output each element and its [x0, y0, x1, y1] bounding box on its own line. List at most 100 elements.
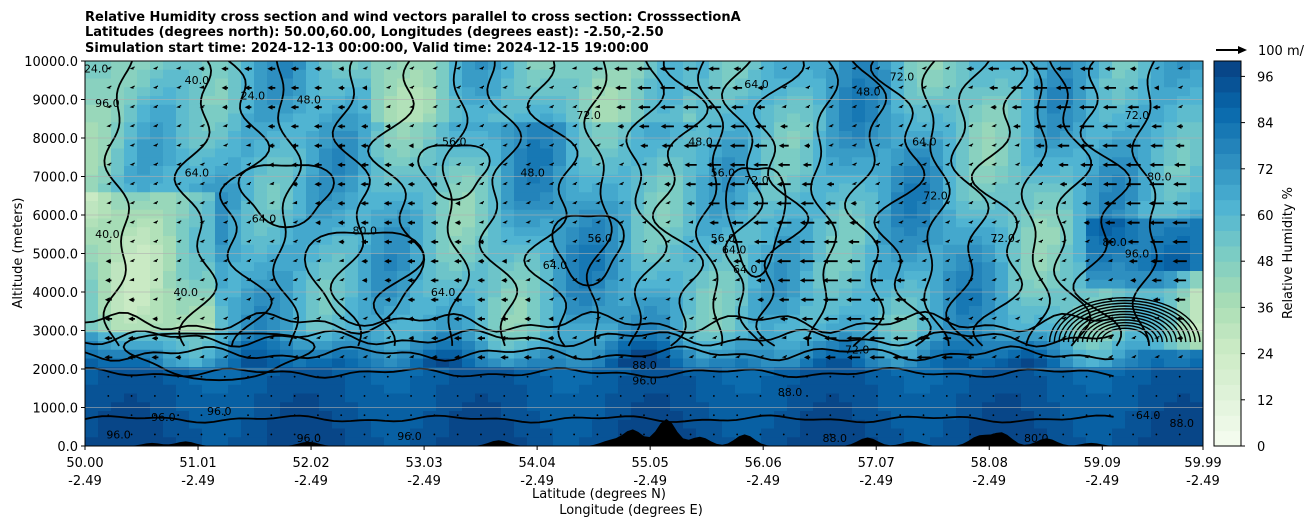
humidity-cell	[384, 183, 398, 193]
humidity-cell	[891, 201, 905, 211]
wind-vector	[1130, 277, 1137, 283]
humidity-cell	[1047, 174, 1061, 185]
humidity-cell	[488, 157, 502, 167]
humidity-cell	[1021, 192, 1035, 202]
humidity-cell	[293, 113, 307, 123]
humidity-cell	[358, 104, 372, 115]
wind-vector	[1085, 395, 1088, 397]
humidity-cell	[839, 262, 853, 272]
wind-vector	[317, 414, 319, 417]
wind-vector	[432, 66, 438, 70]
humidity-cell	[1099, 367, 1113, 377]
humidity-cell	[1008, 402, 1022, 412]
humidity-cell	[748, 157, 762, 167]
humidity-cell	[1034, 411, 1048, 421]
humidity-cell	[163, 288, 177, 298]
humidity-cell	[306, 376, 320, 386]
humidity-cell	[254, 174, 268, 185]
humidity-cell	[1138, 236, 1152, 246]
humidity-cell	[1073, 411, 1087, 421]
humidity-cell	[683, 384, 697, 395]
humidity-cell	[566, 384, 580, 395]
humidity-cell	[280, 288, 294, 298]
humidity-cell	[319, 393, 333, 403]
wind-vector	[643, 375, 645, 378]
humidity-cell	[1021, 183, 1035, 193]
humidity-cell	[423, 131, 437, 141]
humidity-cell	[878, 227, 892, 237]
colorbar-tick-label: 0	[1257, 440, 1265, 455]
humidity-cell	[1112, 262, 1126, 272]
wind-vector	[385, 85, 391, 89]
wind-vector	[968, 181, 974, 186]
humidity-cell	[982, 96, 996, 106]
wind-vector	[921, 104, 927, 109]
wind-vector	[1102, 104, 1117, 110]
humidity-cell	[267, 297, 281, 307]
contour-label: 80.0	[1102, 236, 1127, 249]
wind-vector	[898, 104, 904, 109]
humidity-cell	[579, 323, 593, 333]
humidity-cell	[865, 131, 879, 141]
contour-line	[583, 61, 613, 347]
wind-vector	[385, 335, 391, 340]
humidity-cell	[787, 209, 801, 220]
humidity-cell	[176, 174, 190, 185]
humidity-cell	[748, 174, 762, 185]
humidity-cell	[631, 262, 645, 272]
wind-vector	[315, 354, 321, 359]
humidity-cell	[163, 69, 177, 80]
humidity-cell	[1073, 69, 1087, 80]
humidity-cell	[670, 297, 684, 307]
humidity-cell	[735, 393, 749, 403]
humidity-cell	[436, 367, 450, 377]
humidity-cell	[813, 419, 827, 430]
humidity-cell	[969, 61, 983, 71]
humidity-cell	[540, 376, 554, 386]
wind-vector	[107, 375, 110, 378]
humidity-cell	[709, 402, 723, 412]
humidity-cell	[85, 367, 99, 377]
humidity-cell	[800, 402, 814, 412]
humidity-cell	[878, 131, 892, 141]
humidity-cell	[683, 104, 697, 115]
humidity-cell	[878, 402, 892, 412]
humidity-cell	[371, 209, 385, 220]
humidity-cell	[579, 113, 593, 123]
humidity-cell	[852, 271, 866, 281]
humidity-cell	[943, 209, 957, 220]
wind-vector	[572, 220, 578, 224]
humidity-cell	[1021, 314, 1035, 325]
humidity-cell	[800, 78, 814, 88]
humidity-cell	[384, 113, 398, 123]
humidity-cell	[878, 236, 892, 246]
humidity-cell	[904, 376, 918, 386]
humidity-cell	[150, 411, 164, 421]
humidity-cell	[1086, 314, 1100, 325]
humidity-cell	[137, 341, 151, 351]
contour-line	[1091, 321, 1159, 343]
humidity-cell	[839, 288, 853, 298]
humidity-cell	[241, 209, 255, 220]
humidity-cell	[1060, 69, 1074, 80]
humidity-cell	[137, 69, 151, 80]
humidity-cell	[280, 192, 294, 202]
humidity-cell	[813, 358, 827, 368]
humidity-cell	[163, 244, 177, 255]
wind-vector	[968, 239, 974, 243]
humidity-cell	[644, 218, 658, 228]
humidity-cell	[137, 104, 151, 115]
humidity-cell	[930, 166, 944, 176]
humidity-cell	[137, 61, 151, 71]
humidity-cell	[254, 279, 268, 290]
humidity-cell	[787, 288, 801, 298]
wind-vector	[707, 85, 721, 91]
humidity-cell	[891, 437, 905, 446]
humidity-cell	[865, 192, 879, 202]
humidity-cell	[475, 157, 489, 167]
humidity-cell	[891, 174, 905, 185]
humidity-cell	[85, 113, 99, 123]
humidity-cell	[384, 201, 398, 211]
humidity-cell	[345, 174, 359, 185]
humidity-cell	[605, 148, 619, 158]
